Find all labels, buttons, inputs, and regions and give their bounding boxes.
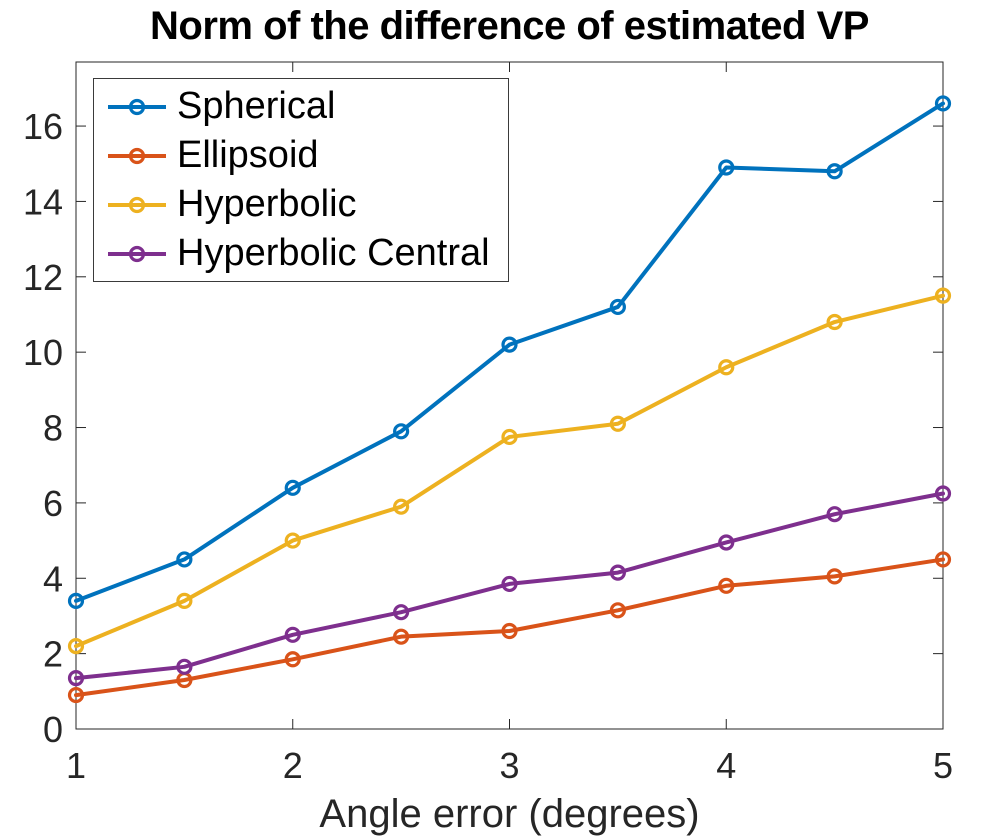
data-point-marker-hyperbolic: [67, 637, 85, 655]
legend-item-spherical: Spherical: [106, 85, 508, 128]
data-point-marker-hyperbolic: [393, 498, 410, 515]
y-tick-label: 16: [23, 106, 63, 147]
series-line-ellipsoid: [74, 557, 945, 698]
chart-title: Norm of the difference of estimated VP: [150, 4, 869, 48]
data-point-marker-hyperbolic: [718, 359, 735, 376]
data-point-marker-ellipsoid: [934, 551, 952, 568]
data-point-marker-hyperbolic-central: [501, 575, 518, 593]
data-point-marker-ellipsoid: [609, 602, 626, 619]
data-point-marker-hyperbolic-central: [176, 658, 193, 675]
legend-item-hyperbolic-central: Hyperbolic Central: [106, 232, 508, 275]
data-point-marker-ellipsoid: [826, 568, 843, 585]
data-point-marker-spherical: [826, 163, 843, 180]
x-tick-label: 3: [499, 745, 519, 786]
data-point-marker-hyperbolic: [501, 428, 518, 446]
data-point-marker-spherical: [609, 298, 626, 316]
legend-label: Spherical: [177, 85, 336, 127]
series-line-hyperbolic: [74, 293, 945, 649]
data-point-marker-hyperbolic: [934, 287, 952, 304]
legend-label: Hyperbolic: [177, 183, 357, 225]
data-point-marker-spherical: [501, 336, 518, 353]
x-tick-label: 5: [933, 745, 953, 786]
y-tick-label: 10: [23, 332, 63, 373]
data-point-marker-hyperbolic: [609, 415, 626, 432]
y-tick-label: 0: [43, 709, 63, 750]
data-point-marker-spherical: [393, 423, 410, 440]
data-point-marker-ellipsoid: [67, 686, 85, 704]
data-point-marker-ellipsoid: [393, 628, 410, 645]
data-point-marker-hyperbolic: [284, 532, 301, 549]
legend-box: Spherical Ellipsoid Hyperbolic Hyperboli…: [93, 78, 509, 282]
data-point-marker-hyperbolic-central: [393, 604, 410, 621]
data-point-marker-ellipsoid: [501, 622, 518, 640]
series-line-spherical: [74, 101, 945, 603]
y-tick-label: 12: [23, 257, 63, 298]
legend-item-hyperbolic: Hyperbolic: [106, 183, 508, 226]
x-tick-label: 4: [716, 745, 736, 786]
line-marker-sample-icon: [108, 98, 166, 115]
data-point-marker-hyperbolic-central: [609, 564, 626, 581]
data-point-marker-spherical: [176, 551, 193, 568]
data-point-marker-spherical: [284, 479, 301, 496]
legend-label: Ellipsoid: [177, 134, 319, 176]
data-point-marker-hyperbolic-central: [934, 485, 952, 502]
x-tick-label: 2: [283, 745, 303, 786]
legend-label: Hyperbolic Central: [177, 232, 490, 274]
data-point-marker-spherical: [718, 159, 735, 176]
x-axis-label: Angle error (degrees): [319, 792, 700, 836]
data-point-marker-hyperbolic-central: [67, 670, 85, 687]
data-point-marker-spherical: [67, 592, 85, 609]
x-tick-label: 1: [66, 745, 86, 786]
y-tick-label: 14: [23, 181, 63, 222]
data-point-marker-hyperbolic-central: [826, 506, 843, 523]
line-marker-sample-icon: [108, 196, 166, 213]
line-marker-sample-icon: [108, 147, 166, 164]
data-point-marker-ellipsoid: [718, 577, 735, 594]
series-line-hyperbolic-central: [74, 491, 945, 681]
y-tick-label: 4: [43, 558, 63, 599]
data-point-marker-hyperbolic-central: [718, 534, 735, 551]
data-point-marker-ellipsoid: [284, 651, 301, 668]
line-marker-sample-icon: [108, 245, 166, 262]
y-tick-label: 6: [43, 483, 63, 524]
data-point-marker-hyperbolic-central: [284, 626, 301, 643]
data-point-marker-hyperbolic: [176, 592, 193, 609]
y-tick-label: 2: [43, 634, 63, 675]
data-point-marker-spherical: [934, 95, 952, 112]
y-tick-label: 8: [43, 408, 63, 449]
legend-item-ellipsoid: Ellipsoid: [106, 134, 508, 177]
data-point-marker-hyperbolic: [826, 313, 843, 331]
